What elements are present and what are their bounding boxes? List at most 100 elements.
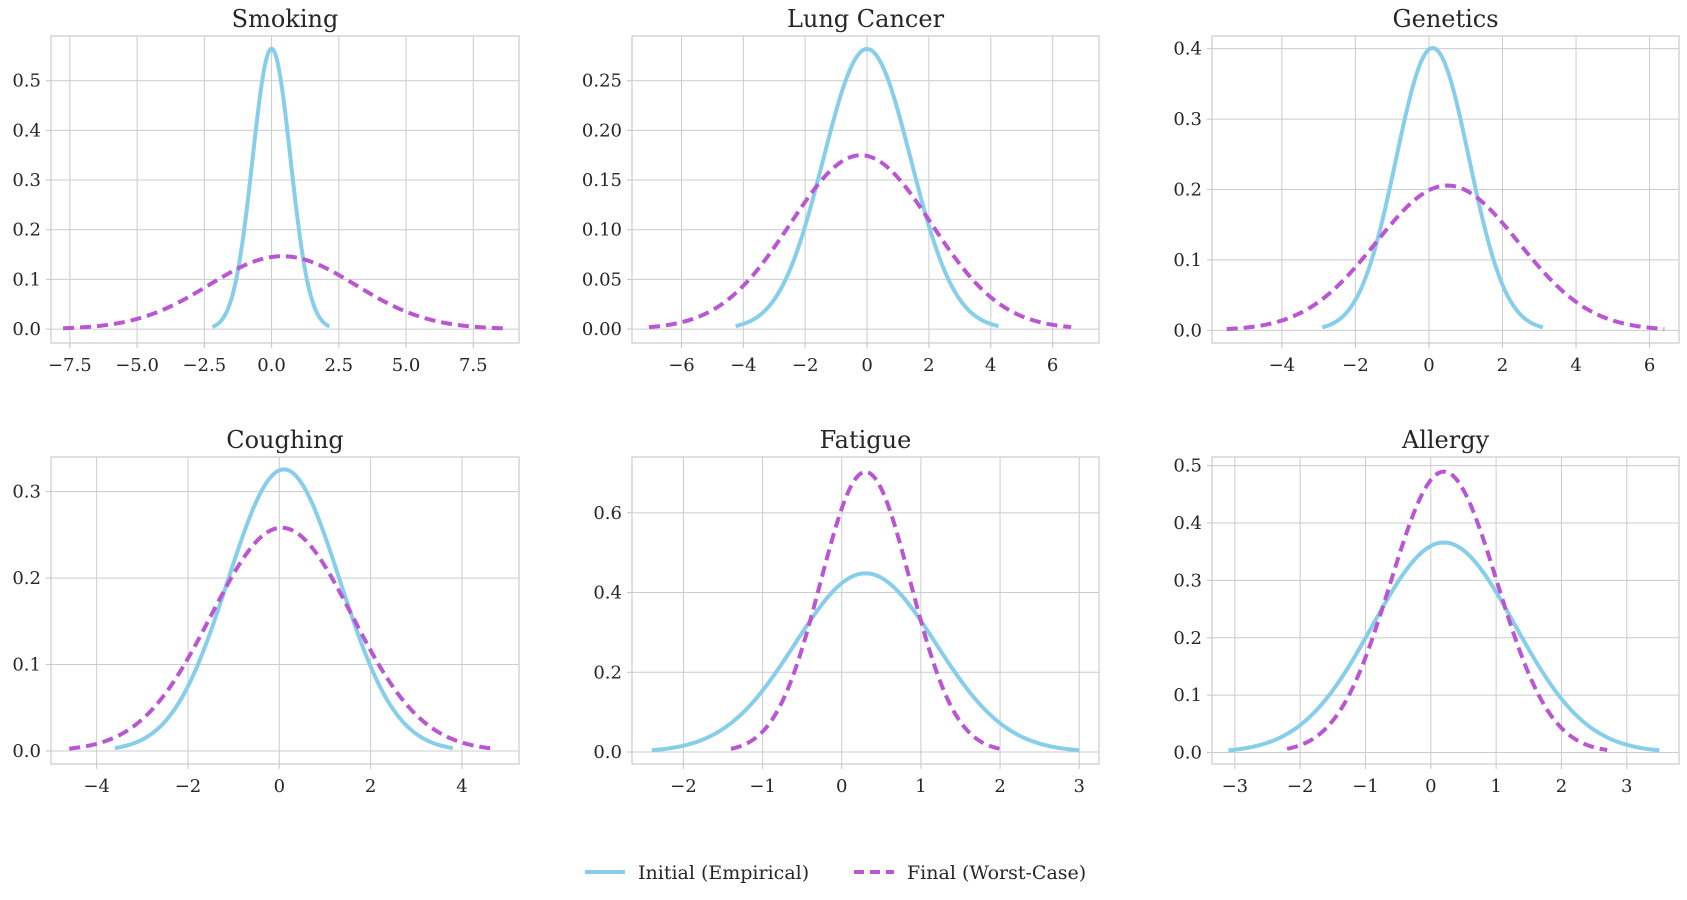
- legend-label-final: Final (Worst-Case): [907, 862, 1086, 884]
- x-tick-label: −2.5: [182, 355, 226, 376]
- series-line-initial: [1321, 46, 1545, 330]
- y-tick-label: 0.0: [1173, 320, 1202, 341]
- subplot-title: Smoking: [232, 5, 339, 33]
- subplot-title: Allergy: [1401, 426, 1490, 454]
- series-line-initial: [734, 46, 1000, 328]
- subplot-grid: −7.5 −5.0 −2.5 0.0 2.5 5.0 7.5 0.0 0.1 0.2 0.3 0.4 0…: [12, 5, 1680, 797]
- subplot-title: Lung Cancer: [787, 5, 945, 33]
- y-tick-label: 0.4: [12, 120, 41, 141]
- axes-frame: [50, 35, 520, 344]
- x-tick-label: −3: [1222, 776, 1249, 797]
- axes-frame: [50, 456, 520, 765]
- axes-frame: [631, 456, 1100, 765]
- x-tick-label: −1: [1352, 776, 1379, 797]
- y-tick-label: 0.0: [593, 742, 622, 763]
- y-tick-label: 0.3: [1173, 570, 1202, 591]
- x-tick-label: −4: [83, 776, 110, 797]
- series-line-initial: [651, 571, 1080, 753]
- x-tick-label: −5.0: [115, 355, 159, 376]
- x-tick-label: 3: [1073, 776, 1084, 797]
- x-tick-label: −7.5: [48, 355, 92, 376]
- x-tick-label: 2: [994, 776, 1005, 797]
- series-line-initial: [114, 467, 454, 751]
- y-tick-label: 0.0: [1173, 743, 1202, 764]
- axes-frame: [631, 35, 1100, 344]
- series-line-initial: [1228, 540, 1660, 753]
- x-tick-label: 0: [1425, 776, 1436, 797]
- series-line-final: [648, 153, 1072, 330]
- subplot-coughing: −4 −2 0 2 4 0.0 0.1 0.2 0.3 Coughing: [12, 426, 520, 797]
- x-tick-label: −2: [792, 355, 819, 376]
- y-tick-label: 0.1: [1173, 250, 1202, 271]
- x-tick-label: 0: [836, 776, 847, 797]
- y-tick-label: 0.1: [12, 269, 41, 290]
- x-tick-label: 2: [1556, 776, 1567, 797]
- subplot-fatigue: −2 −1 0 1 2 3 0.0 0.2 0.4 0.6 Fatigue: [593, 426, 1100, 797]
- legend: Initial (Empirical) Final (Worst-Case): [585, 862, 1086, 884]
- x-tick-label: −2: [175, 776, 202, 797]
- x-tick-label: 4: [985, 355, 996, 376]
- x-tick-label: 3: [1621, 776, 1632, 797]
- axes-frame: [1211, 456, 1680, 765]
- y-tick-label: 0.4: [593, 583, 622, 604]
- x-tick-label: 2: [923, 355, 934, 376]
- x-tick-label: 2: [1497, 355, 1508, 376]
- y-tick-label: 0.25: [582, 71, 622, 92]
- subplot-title: Coughing: [226, 426, 344, 454]
- x-tick-label: 0: [861, 355, 872, 376]
- series-line-final: [62, 254, 504, 331]
- y-tick-label: 0.10: [582, 220, 622, 241]
- y-tick-label: 0.2: [1173, 180, 1202, 201]
- x-tick-label: 6: [1047, 355, 1058, 376]
- y-tick-label: 0.2: [1173, 628, 1202, 649]
- y-tick-label: 0.6: [593, 503, 622, 524]
- x-tick-label: 6: [1644, 355, 1655, 376]
- series-line-final: [1226, 183, 1665, 332]
- x-tick-label: −6: [668, 355, 695, 376]
- series-line-final: [730, 470, 1005, 752]
- x-tick-label: 4: [456, 776, 467, 797]
- y-tick-label: 0.15: [582, 170, 622, 191]
- x-tick-label: −4: [730, 355, 757, 376]
- series-line-initial: [210, 46, 331, 329]
- y-tick-label: 0.3: [12, 482, 41, 503]
- y-tick-label: 0.0: [12, 319, 41, 340]
- x-tick-label: −2: [1342, 355, 1369, 376]
- x-tick-label: 0: [1423, 355, 1434, 376]
- x-tick-label: 0: [274, 776, 285, 797]
- x-tick-label: 7.5: [459, 355, 488, 376]
- y-tick-label: 0.1: [12, 655, 41, 676]
- x-tick-label: 0.0: [257, 355, 286, 376]
- x-tick-label: 4: [1570, 355, 1581, 376]
- y-tick-label: 0.3: [1173, 109, 1202, 130]
- x-tick-label: 5.0: [392, 355, 421, 376]
- series-line-final: [1286, 469, 1608, 752]
- subplot-allergy: −3 −2 −1 0 1 2 3 0.0 0.1 0.2 0.3 0.4 0.5 Allergy: [1173, 426, 1680, 797]
- y-tick-label: 0.1: [1173, 685, 1202, 706]
- y-tick-label: 0.20: [582, 120, 622, 141]
- y-tick-label: 0.05: [582, 269, 622, 290]
- y-tick-label: 0.2: [593, 662, 622, 683]
- y-tick-label: 0.4: [1173, 39, 1202, 60]
- y-tick-label: 0.3: [12, 170, 41, 191]
- subplot-title: Fatigue: [820, 426, 912, 454]
- x-tick-label: −2: [670, 776, 697, 797]
- y-tick-label: 0.2: [12, 568, 41, 589]
- series-line-final: [69, 525, 497, 751]
- x-tick-label: −2: [1287, 776, 1314, 797]
- y-tick-label: 0.0: [12, 741, 41, 762]
- x-tick-label: 2: [365, 776, 376, 797]
- y-tick-label: 0.2: [12, 220, 41, 241]
- y-tick-label: 0.5: [1173, 456, 1202, 477]
- x-tick-label: 1: [1490, 776, 1501, 797]
- y-tick-label: 0.4: [1173, 513, 1202, 534]
- x-tick-label: 1: [915, 776, 926, 797]
- subplot-title: Genetics: [1392, 5, 1498, 33]
- x-tick-label: 2.5: [324, 355, 353, 376]
- legend-label-initial: Initial (Empirical): [638, 862, 809, 884]
- x-tick-label: −1: [749, 776, 776, 797]
- y-tick-label: 0.00: [582, 319, 622, 340]
- subplot-smoking: −7.5 −5.0 −2.5 0.0 2.5 5.0 7.5 0.0 0.1 0.2 0.3 0.4 0…: [12, 5, 520, 376]
- x-tick-label: −4: [1269, 355, 1296, 376]
